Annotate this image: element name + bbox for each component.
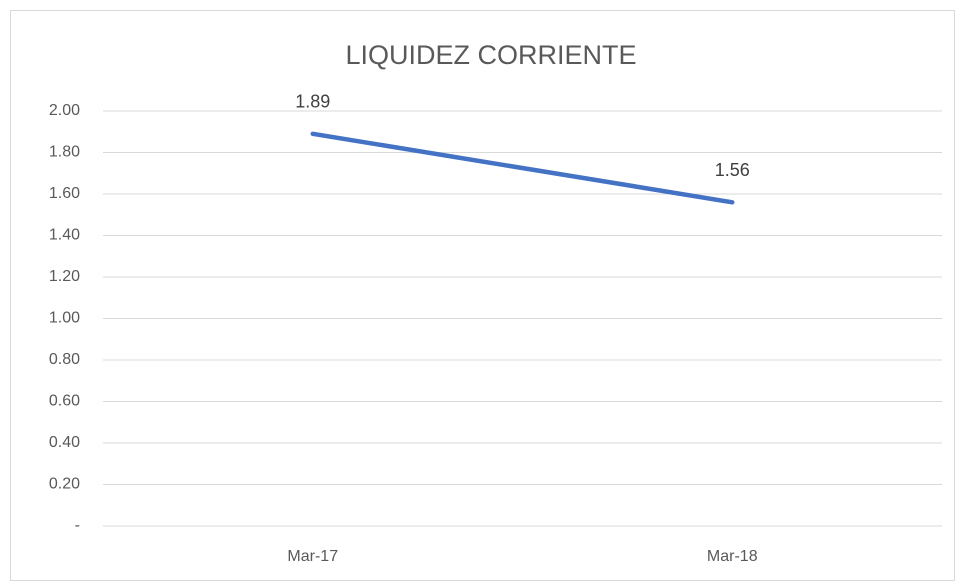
y-tick-label: 0.40 [49, 434, 80, 451]
y-tick-label: - [75, 517, 80, 534]
y-tick-label: 1.60 [49, 185, 80, 202]
data-label: 1.56 [715, 160, 750, 180]
y-tick-label: 1.40 [49, 227, 80, 244]
x-tick-label: Mar-17 [287, 548, 338, 565]
y-tick-label: 1.80 [49, 144, 80, 161]
y-tick-label: 1.00 [49, 310, 80, 327]
data-label: 1.89 [295, 92, 330, 112]
chart-title: LIQUIDEZ CORRIENTE [345, 40, 636, 70]
y-tick-label: 2.00 [49, 102, 80, 119]
y-tick-label: 1.20 [49, 268, 80, 285]
y-tick-label: 0.60 [49, 393, 80, 410]
chart-border [10, 10, 955, 581]
line [310, 131, 735, 205]
y-tick-label: 0.20 [49, 476, 80, 493]
y-tick-label: 0.80 [49, 351, 80, 368]
x-tick-label: Mar-18 [707, 548, 758, 565]
